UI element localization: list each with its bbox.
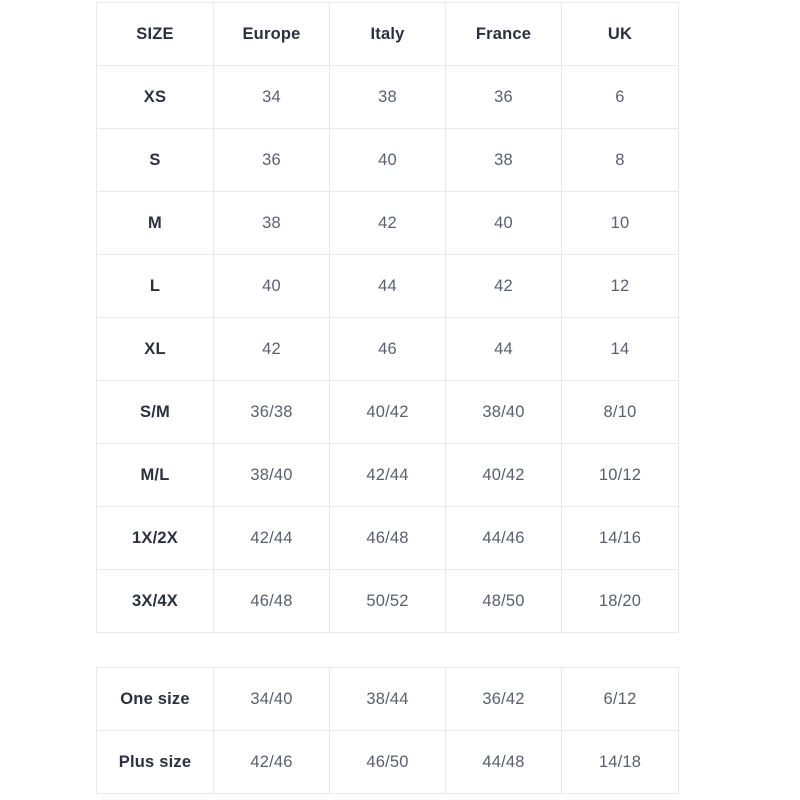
cell-europe: 38 — [213, 191, 330, 255]
cell-france: 44 — [445, 317, 562, 381]
table-row: S 36 40 38 8 — [96, 128, 679, 192]
row-size-label: XS — [96, 65, 214, 129]
cell-uk: 14/16 — [561, 506, 679, 570]
cell-france: 38 — [445, 128, 562, 192]
cell-france: 40/42 — [445, 443, 562, 507]
table-header: SIZE Europe Italy France UK — [96, 2, 679, 66]
row-size-label: L — [96, 254, 214, 318]
cell-italy: 38/44 — [329, 667, 446, 731]
column-header-size: SIZE — [96, 2, 214, 66]
row-size-label: 3X/4X — [96, 569, 214, 633]
table-row: XS 34 38 36 6 — [96, 65, 679, 129]
cell-uk: 12 — [561, 254, 679, 318]
cell-europe: 42 — [213, 317, 330, 381]
cell-europe: 40 — [213, 254, 330, 318]
table-header-row: SIZE Europe Italy France UK — [96, 2, 679, 66]
row-size-label: Plus size — [96, 730, 214, 794]
primary-table-body: XS 34 38 36 6 S 36 40 38 8 M 38 42 40 10 — [96, 65, 679, 633]
cell-france: 44/48 — [445, 730, 562, 794]
cell-europe: 38/40 — [213, 443, 330, 507]
column-header-italy: Italy — [329, 2, 446, 66]
cell-italy: 42/44 — [329, 443, 446, 507]
row-size-label: XL — [96, 317, 214, 381]
row-size-label: One size — [96, 667, 214, 731]
cell-italy: 46/48 — [329, 506, 446, 570]
cell-italy: 40 — [329, 128, 446, 192]
cell-uk: 8 — [561, 128, 679, 192]
cell-italy: 46/50 — [329, 730, 446, 794]
cell-france: 42 — [445, 254, 562, 318]
cell-uk: 6 — [561, 65, 679, 129]
cell-europe: 42/46 — [213, 730, 330, 794]
primary-size-table: SIZE Europe Italy France UK XS 34 38 36 … — [96, 2, 679, 633]
cell-europe: 34/40 — [213, 667, 330, 731]
cell-italy: 50/52 — [329, 569, 446, 633]
row-size-label: M/L — [96, 443, 214, 507]
cell-uk: 18/20 — [561, 569, 679, 633]
table-row: 3X/4X 46/48 50/52 48/50 18/20 — [96, 569, 679, 633]
cell-uk: 10 — [561, 191, 679, 255]
row-size-label: 1X/2X — [96, 506, 214, 570]
cell-uk: 10/12 — [561, 443, 679, 507]
cell-france: 36 — [445, 65, 562, 129]
cell-uk: 6/12 — [561, 667, 679, 731]
cell-uk: 14 — [561, 317, 679, 381]
cell-europe: 36 — [213, 128, 330, 192]
cell-france: 38/40 — [445, 380, 562, 444]
table-row: S/M 36/38 40/42 38/40 8/10 — [96, 380, 679, 444]
cell-uk: 14/18 — [561, 730, 679, 794]
cell-uk: 8/10 — [561, 380, 679, 444]
cell-italy: 44 — [329, 254, 446, 318]
row-size-label: S/M — [96, 380, 214, 444]
secondary-table-body: One size 34/40 38/44 36/42 6/12 Plus siz… — [96, 667, 679, 794]
cell-france: 44/46 — [445, 506, 562, 570]
cell-france: 48/50 — [445, 569, 562, 633]
cell-france: 40 — [445, 191, 562, 255]
cell-italy: 38 — [329, 65, 446, 129]
cell-italy: 46 — [329, 317, 446, 381]
cell-europe: 34 — [213, 65, 330, 129]
column-header-france: France — [445, 2, 562, 66]
row-size-label: S — [96, 128, 214, 192]
cell-italy: 42 — [329, 191, 446, 255]
column-header-europe: Europe — [213, 2, 330, 66]
column-header-uk: UK — [561, 2, 679, 66]
table-row: One size 34/40 38/44 36/42 6/12 — [96, 667, 679, 731]
table-row: 1X/2X 42/44 46/48 44/46 14/16 — [96, 506, 679, 570]
cell-italy: 40/42 — [329, 380, 446, 444]
table-row: Plus size 42/46 46/50 44/48 14/18 — [96, 730, 679, 794]
cell-europe: 36/38 — [213, 380, 330, 444]
cell-europe: 46/48 — [213, 569, 330, 633]
table-row: M/L 38/40 42/44 40/42 10/12 — [96, 443, 679, 507]
table-row: M 38 42 40 10 — [96, 191, 679, 255]
cell-france: 36/42 — [445, 667, 562, 731]
table-row: XL 42 46 44 14 — [96, 317, 679, 381]
secondary-size-table: One size 34/40 38/44 36/42 6/12 Plus siz… — [96, 667, 679, 794]
row-size-label: M — [96, 191, 214, 255]
table-row: L 40 44 42 12 — [96, 254, 679, 318]
cell-europe: 42/44 — [213, 506, 330, 570]
